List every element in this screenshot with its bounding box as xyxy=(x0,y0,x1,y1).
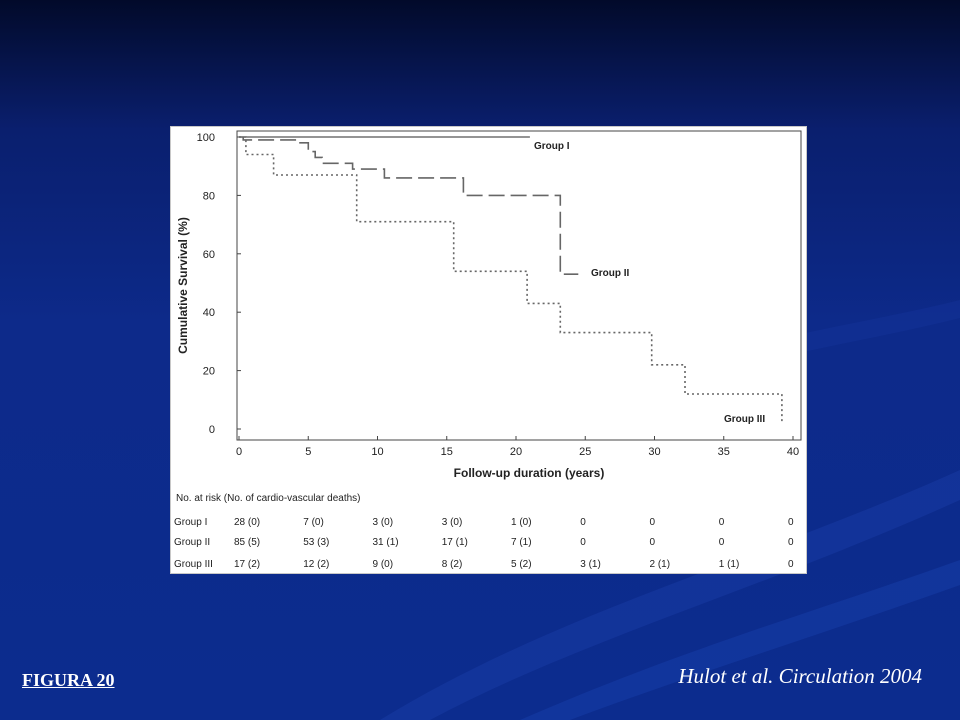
y-tick-label: 80 xyxy=(203,190,215,202)
risk-table-cell: 53 (3) xyxy=(303,537,329,548)
series-label-1: Group I xyxy=(534,141,570,152)
x-tick-label: 25 xyxy=(579,446,591,458)
risk-table-cell: 0 xyxy=(580,537,586,548)
x-axis-label: Follow-up duration (years) xyxy=(454,466,605,480)
series-line-2 xyxy=(239,136,579,275)
risk-table-cell: 17 (1) xyxy=(442,537,468,548)
risk-table-cell: 9 (0) xyxy=(373,559,394,570)
risk-table-cell: 0 xyxy=(788,537,794,548)
risk-table-cell: 1 (0) xyxy=(511,517,532,528)
risk-table-cell: 5 (2) xyxy=(511,559,532,570)
risk-table-group-label: Group I xyxy=(174,517,207,528)
risk-table-cell: 0 xyxy=(650,537,656,548)
x-tick-label: 40 xyxy=(787,446,799,458)
risk-table-cell: 2 (1) xyxy=(650,559,671,570)
risk-table-cell: 8 (2) xyxy=(442,559,463,570)
risk-table-group-label: Group II xyxy=(174,537,210,548)
plot-frame xyxy=(236,130,802,441)
y-tick-label: 20 xyxy=(203,366,215,378)
citation: Hulot et al. Circulation 2004 xyxy=(678,664,922,688)
risk-table-cell: 0 xyxy=(788,517,794,528)
x-tick-label: 20 xyxy=(510,446,522,458)
y-tick-label: 100 xyxy=(197,132,215,144)
risk-table-cell: 0 xyxy=(719,537,725,548)
survival-chart: 0 20 40 60 80 100 0 5 10 15 20 25 30 35 40 Follow-up d… xyxy=(174,130,802,570)
risk-table-cell: 0 xyxy=(719,517,725,528)
risk-table-cell: 0 xyxy=(650,517,656,528)
survival-figure: 0 20 40 60 80 100 0 5 10 15 20 25 30 35 40 Follow-up d… xyxy=(170,126,807,574)
risk-table-cell: 7 (1) xyxy=(511,537,532,548)
risk-table-header: No. at risk (No. of cardio-vascular deat… xyxy=(176,493,361,504)
series-line-3 xyxy=(239,136,783,424)
x-tick-label: 10 xyxy=(371,446,383,458)
y-tick-label: 0 xyxy=(209,424,215,436)
series-label-2: Group II xyxy=(591,268,630,279)
risk-table-cell: 12 (2) xyxy=(303,559,329,570)
figure-label: FIGURA 20 xyxy=(22,670,115,690)
risk-table-cell: 0 xyxy=(580,517,586,528)
x-tick-label: 0 xyxy=(236,446,242,458)
risk-table-cell: 31 (1) xyxy=(373,537,399,548)
risk-table-cell: 17 (2) xyxy=(234,559,260,570)
risk-table-cell: 3 (0) xyxy=(442,517,463,528)
y-axis-label: Cumulative Survival (%) xyxy=(176,217,190,354)
x-tick-label: 5 xyxy=(305,446,311,458)
risk-table-cell: 28 (0) xyxy=(234,517,260,528)
risk-table-cell: 7 (0) xyxy=(303,517,324,528)
y-tick-label: 60 xyxy=(203,249,215,261)
series-label-3: Group III xyxy=(724,414,765,425)
risk-table-cell: 3 (1) xyxy=(580,559,601,570)
risk-table-cell: 85 (5) xyxy=(234,537,260,548)
x-tick-label: 15 xyxy=(441,446,453,458)
risk-table-cell: 0 xyxy=(788,559,794,570)
x-tick-label: 30 xyxy=(648,446,660,458)
risk-table-cell: 1 (1) xyxy=(719,559,740,570)
risk-table-group-label: Group III xyxy=(174,559,213,570)
y-tick-label: 40 xyxy=(203,307,215,319)
x-tick-label: 35 xyxy=(718,446,730,458)
risk-table-cell: 3 (0) xyxy=(373,517,394,528)
